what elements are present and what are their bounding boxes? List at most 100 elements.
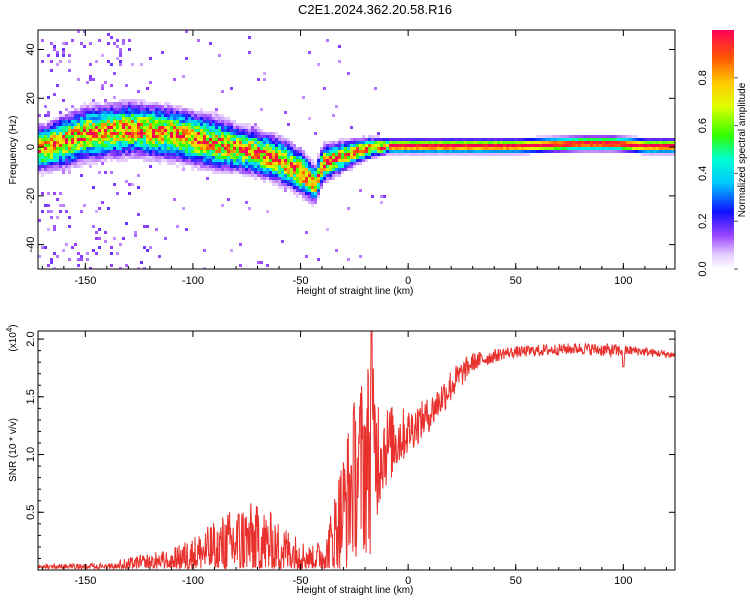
spectrogram-cell	[50, 159, 53, 162]
spectrogram-cell	[437, 153, 440, 156]
spectrogram-cell	[224, 165, 227, 168]
spectrogram-cell	[452, 138, 455, 141]
spectrogram-cell	[278, 141, 281, 144]
spectrogram-cell	[605, 144, 608, 147]
spectrogram-cell	[659, 144, 662, 147]
spectrogram-cell	[356, 153, 359, 156]
spectrogram-cell	[113, 105, 116, 108]
spectrogram-cell	[638, 150, 641, 153]
spectrogram-cell	[563, 147, 566, 150]
spectrogram-cell	[449, 144, 452, 147]
spectrogram-cell	[80, 117, 83, 120]
spectrogram-cell	[212, 117, 215, 120]
spectrogram-cell	[230, 153, 233, 156]
spectrogram-cell	[311, 165, 314, 168]
spectrogram-cell	[95, 138, 98, 141]
spectrogram-cell	[305, 192, 308, 195]
spectrogram-cell	[197, 168, 200, 171]
spectrogram-cell	[137, 111, 140, 114]
spectrogram-cell	[299, 162, 302, 165]
spectrogram-cell	[149, 147, 152, 150]
spectrogram-cell	[104, 102, 107, 105]
spectrogram-cell	[635, 150, 638, 153]
spectrogram-cell	[668, 138, 671, 141]
spectrogram-cell	[101, 135, 104, 138]
spectrogram-cell	[41, 132, 44, 135]
spectrogram-cell	[62, 147, 65, 150]
spectrogram-cell	[50, 120, 53, 123]
spectrogram-cell	[266, 162, 269, 165]
spectrogram-cell	[170, 105, 173, 108]
spectrogram-cell	[113, 108, 116, 111]
spectrogram-cell	[80, 42, 83, 45]
spectrogram-cell	[80, 174, 83, 177]
spectrogram-cell	[446, 150, 449, 153]
spectrogram-cell	[209, 135, 212, 138]
spectrogram-cell	[554, 150, 557, 153]
spectrogram-cell	[203, 150, 206, 153]
spectrogram-cell	[155, 156, 158, 159]
spectrogram-cell	[602, 138, 605, 141]
spectrogram-cell	[590, 138, 593, 141]
spectrogram-cell	[161, 153, 164, 156]
spectrogram-cell	[74, 156, 77, 159]
spectrogram-cell	[68, 147, 71, 150]
spectrogram-cell	[455, 144, 458, 147]
spectrogram-cell	[152, 120, 155, 123]
spectrogram-cell	[74, 138, 77, 141]
spectrogram-cell	[179, 126, 182, 129]
spectrogram-cell	[296, 147, 299, 150]
spectrogram-cell	[248, 147, 251, 150]
spectrogram-cell	[191, 153, 194, 156]
spectrogram-cell	[617, 144, 620, 147]
spectrogram-x-tick-label: -50	[293, 275, 309, 287]
spectrogram-cell	[221, 147, 224, 150]
spectrogram-cell	[176, 132, 179, 135]
spectrogram-cell	[338, 174, 341, 177]
spectrogram-cell	[278, 135, 281, 138]
spectrogram-cell	[389, 153, 392, 156]
spectrogram-cell	[248, 135, 251, 138]
spectrogram-cell	[62, 159, 65, 162]
spectrogram-cell	[92, 123, 95, 126]
spectrogram-cell	[599, 147, 602, 150]
spectrogram-cell	[176, 138, 179, 141]
spectrogram-cell	[152, 156, 155, 159]
spectrogram-cell	[128, 138, 131, 141]
spectrogram-cell	[290, 186, 293, 189]
spectrogram-cell	[221, 153, 224, 156]
snr-frame	[37, 330, 676, 571]
spectrogram-cell	[185, 228, 188, 231]
spectrogram-cell	[497, 138, 500, 141]
spectrogram-cell	[50, 129, 53, 132]
spectrogram-cell	[302, 174, 305, 177]
spectrogram-cell	[209, 153, 212, 156]
spectrogram-cell	[221, 204, 224, 207]
spectrogram-cell	[173, 111, 176, 114]
spectrogram-cell	[95, 129, 98, 132]
spectrogram-cell	[170, 162, 173, 165]
spectrogram-cell	[521, 150, 524, 153]
spectrogram-cell	[167, 138, 170, 141]
spectrogram-cell	[272, 156, 275, 159]
spectrogram-cell	[47, 114, 50, 117]
spectrogram-cell	[602, 150, 605, 153]
spectrogram-cell	[575, 138, 578, 141]
spectrogram-cell	[308, 117, 311, 120]
spectrogram-cell	[293, 180, 296, 183]
spectrogram-cell	[206, 111, 209, 114]
spectrogram-cell	[119, 111, 122, 114]
spectrogram-cell	[671, 141, 674, 144]
spectrogram-cell	[482, 144, 485, 147]
spectrogram-cell	[119, 267, 122, 269]
spectrogram-cell	[260, 138, 263, 141]
spectrogram-cell	[296, 192, 299, 195]
spectrogram-cell	[56, 144, 59, 147]
spectrogram-cell	[383, 195, 386, 198]
spectrogram-cell	[275, 144, 278, 147]
spectrogram-cell	[407, 144, 410, 147]
spectrogram-cell	[668, 150, 671, 153]
spectrogram-cell	[335, 105, 338, 108]
spectrogram-cell	[293, 189, 296, 192]
spectrogram-cell	[62, 168, 65, 171]
